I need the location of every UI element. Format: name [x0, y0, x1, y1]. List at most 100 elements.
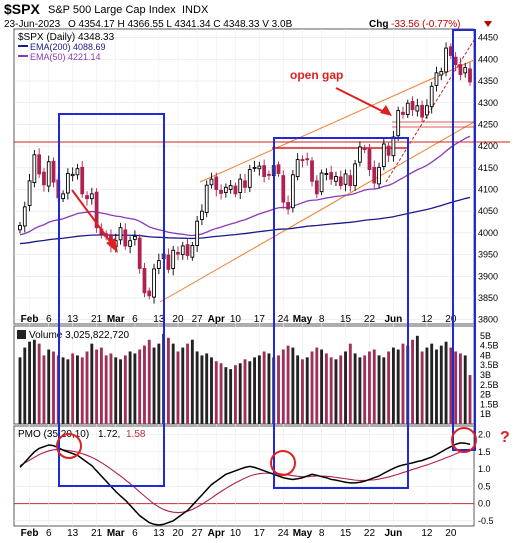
pmo-tick-label: -0.5	[478, 516, 494, 526]
candle-body	[372, 166, 377, 184]
volume-bar	[468, 375, 472, 424]
volume-tick-label: 2.5B	[480, 380, 499, 390]
candle-body	[128, 240, 132, 247]
x-tick-label: 20	[172, 528, 184, 539]
candle-body	[195, 220, 200, 246]
volume-bar	[348, 343, 352, 424]
date: 23-Jun-2023	[4, 19, 61, 30]
candle-body	[377, 166, 381, 185]
volume-bar	[28, 341, 32, 424]
x-axis-bottom: Feb 6 13 21 Mar 6 13 20 27 Apr 10 17 24 May 8 15 22 Jun 12…	[21, 528, 457, 539]
candle-body	[324, 173, 329, 175]
volume-bar	[430, 343, 434, 424]
volume-bar	[324, 353, 328, 424]
volume-bar	[85, 351, 89, 424]
price-tick-label: 3850	[478, 293, 498, 303]
x-tick-label: 27	[192, 528, 204, 539]
volume-bar	[18, 357, 22, 424]
x-tick-label: 24	[278, 314, 290, 325]
candle-body	[209, 178, 214, 186]
candle-body	[381, 143, 386, 167]
volume-label: Volume 3,025,822,720	[29, 330, 130, 341]
volume-bar	[363, 355, 367, 424]
volume-tick-label: 5B	[480, 331, 491, 341]
candle-body	[434, 72, 439, 86]
candle-body	[290, 174, 295, 209]
x-tick-label: 20	[172, 314, 184, 325]
candle-body	[319, 172, 324, 193]
volume-bar	[200, 355, 204, 424]
volume-bar	[176, 351, 180, 424]
candle-body	[334, 176, 338, 182]
volume-bar	[190, 339, 194, 424]
exchange: INDX	[182, 4, 209, 16]
volume-bar	[396, 349, 400, 424]
volume-bar	[229, 369, 233, 424]
candle-body	[61, 193, 65, 200]
volume-bar	[66, 359, 70, 424]
legend-ema50: EMA(50) 4221.14	[30, 52, 101, 62]
pmo-line	[19, 442, 471, 526]
candle-body	[166, 254, 171, 270]
volume-bar	[315, 347, 319, 424]
volume-bar	[143, 345, 146, 424]
candle-body	[281, 175, 286, 203]
volume-bar	[114, 357, 118, 424]
volume-bar	[138, 349, 142, 424]
volume-tick-label: 1B	[480, 409, 491, 419]
x-tick-label: Mar	[107, 528, 125, 539]
volume-bar	[109, 353, 113, 424]
legend-ema200: EMA(200) 4088.69	[30, 42, 106, 52]
volume-bar	[334, 359, 338, 424]
x-tick-label: 12	[421, 314, 433, 325]
candle-body	[185, 244, 190, 256]
volume-bar	[377, 355, 381, 424]
volume-bar	[119, 359, 122, 424]
volume-bar	[80, 357, 84, 424]
candle-body	[247, 169, 252, 188]
pmo-panel	[13, 425, 475, 527]
candle-body	[358, 146, 362, 163]
open-gap-label: open gap	[290, 68, 343, 82]
candle-body	[415, 105, 420, 112]
x-tick-label: 17	[254, 528, 266, 539]
x-tick-label: 27	[192, 314, 204, 325]
candle-body	[223, 186, 228, 194]
ohlc-text: O 4354.17 H 4366.55 L 4341.34 C 4348.33 …	[68, 19, 293, 30]
x-tick-label: May	[293, 528, 313, 539]
x-tick-label: 13	[67, 314, 79, 325]
candle-body	[262, 165, 267, 177]
volume-bar	[104, 355, 108, 424]
x-tick-label: 20	[445, 314, 457, 325]
highlight-box-jun	[452, 29, 476, 451]
volume-bar	[61, 357, 65, 424]
volume-tick-label: 4.5B	[480, 341, 499, 351]
index-name: S&P 500 Large Cap Index	[48, 4, 176, 16]
candle-body	[338, 176, 343, 187]
volume-bar	[301, 359, 304, 424]
volume-tick-label: 4B	[480, 350, 491, 360]
candle-body	[353, 163, 357, 187]
candle-body	[228, 185, 233, 190]
volume-bars	[18, 333, 472, 424]
pmo-tick-label: 0.0	[478, 499, 491, 509]
candle-body	[463, 67, 468, 74]
pmo-circle-feb	[56, 433, 82, 459]
change-label: Chg	[369, 19, 388, 30]
candle-body	[367, 148, 372, 171]
x-tick-label: 20	[445, 528, 457, 539]
price-tick-label: 4100	[478, 185, 498, 195]
volume-bar	[425, 347, 429, 424]
x-tick-label: 6	[132, 314, 138, 325]
pmo-circle-may	[270, 450, 296, 476]
candle-body	[152, 268, 156, 298]
open-gap-arrowhead	[380, 105, 392, 116]
volume-bar	[52, 351, 55, 424]
candle-body	[70, 173, 75, 177]
down-arrow-icon	[484, 21, 492, 27]
x-tick-label: 22	[364, 314, 376, 325]
volume-bar	[195, 351, 199, 424]
volume-bar	[152, 347, 156, 424]
volume-bar	[329, 357, 333, 424]
